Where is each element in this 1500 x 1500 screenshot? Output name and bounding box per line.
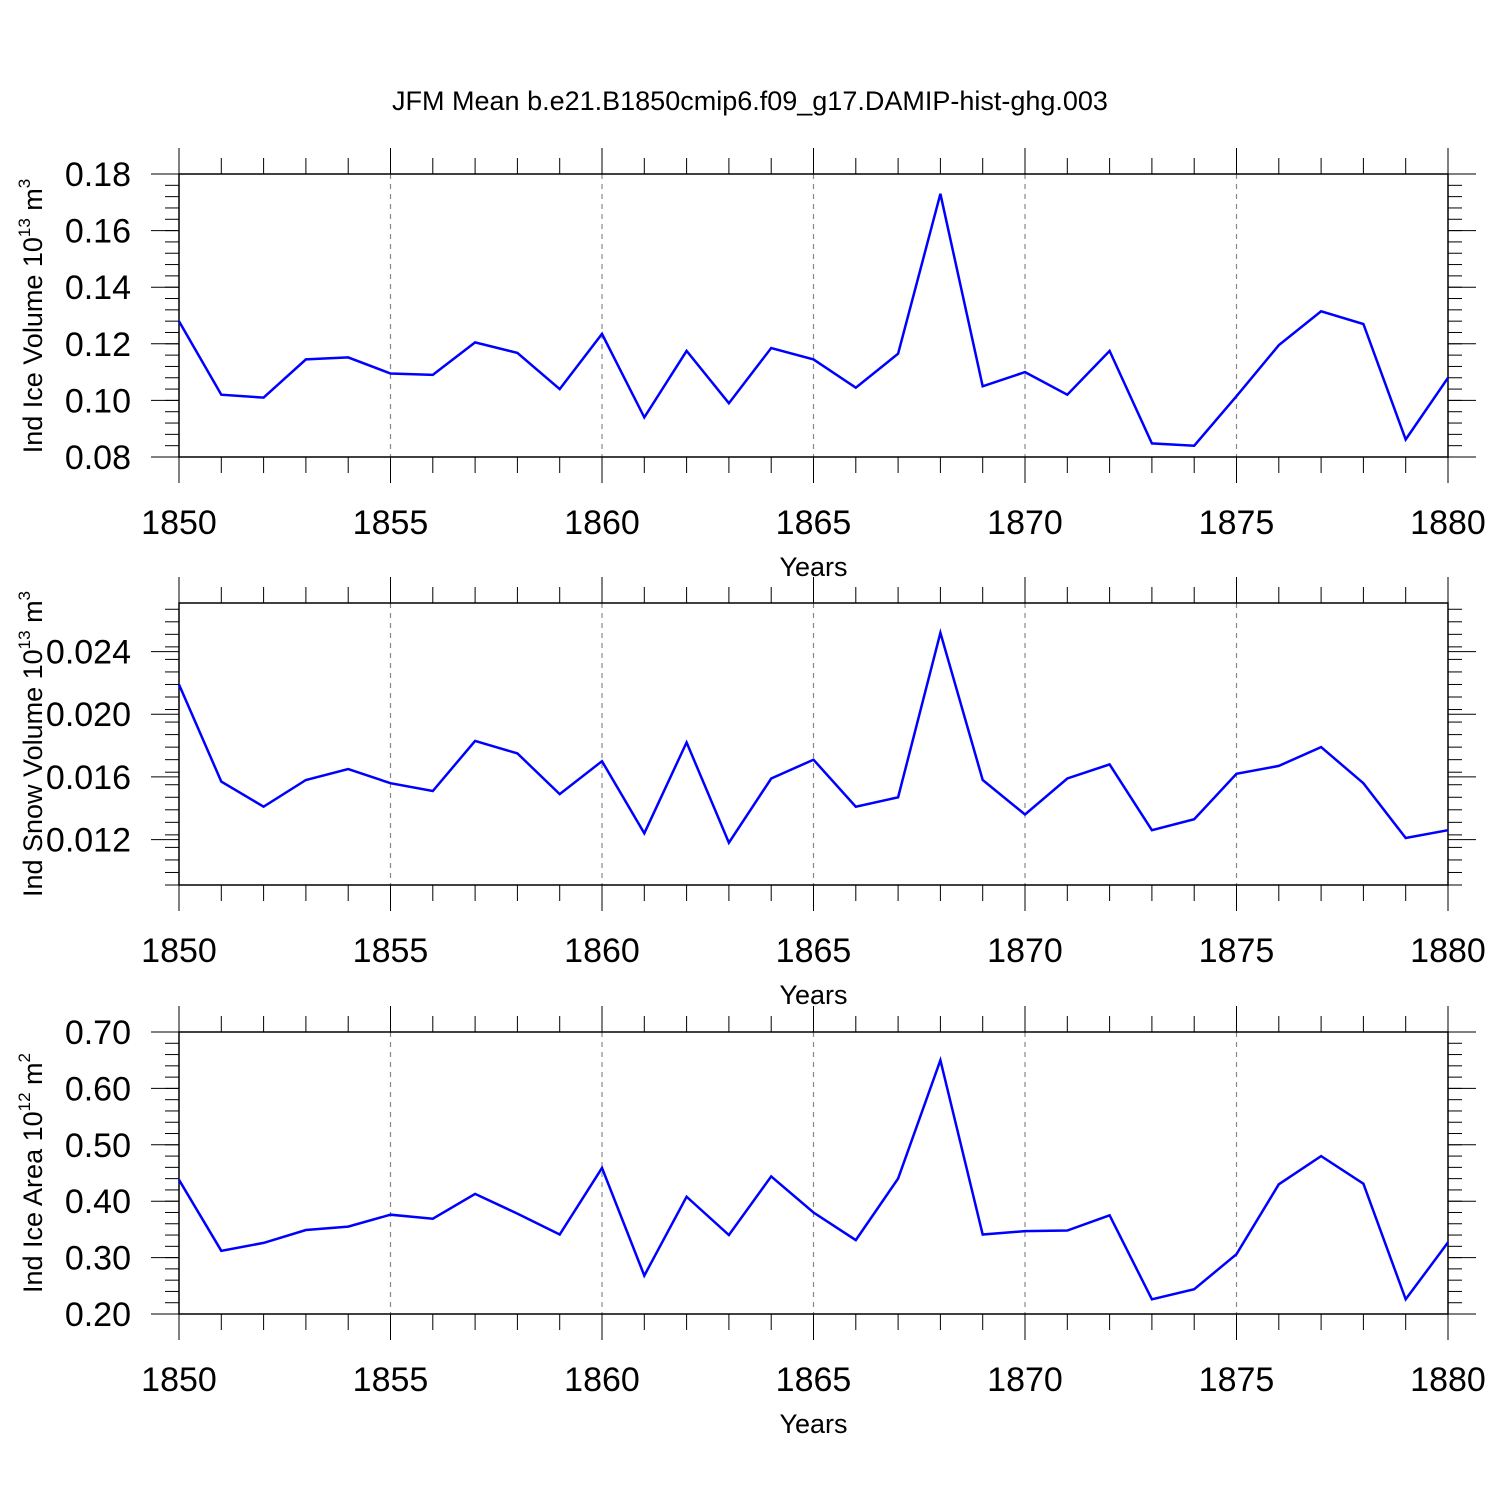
x-tick-label: 1865 (776, 504, 852, 542)
y-tick-label: 0.16 (65, 213, 131, 251)
series-line (177, 628, 1449, 846)
x-tick-label: 1860 (564, 504, 640, 542)
x-tick-label: 1870 (987, 504, 1063, 542)
x-tick-label: 1860 (564, 932, 640, 970)
y-tick-label: 0.40 (65, 1183, 131, 1221)
y-tick-label: 0.50 (65, 1127, 131, 1165)
y-tick-label: 0.08 (65, 439, 131, 477)
chart-title: JFM Mean b.e21.B1850cmip6.f09_g17.DAMIP-… (392, 86, 1108, 116)
x-tick-label: 1875 (1199, 932, 1275, 970)
y-axis-title: Ind Ice Area 1012 m2 (15, 1053, 48, 1293)
x-tick-label: 1870 (987, 1361, 1063, 1399)
y-tick-label: 0.012 (46, 822, 131, 860)
x-tick-label: 1855 (353, 504, 429, 542)
x-tick-label: 1855 (353, 932, 429, 970)
panel-3: 0.20 0.30 0.40 0.50 0.60 0.70 1850 1855 1860 1865… (15, 1006, 1486, 1439)
panel-2: 0.012 0.016 0.020 0.024 1850 1855 1860 1865 1870… (15, 577, 1486, 1010)
x-tick-label: 1855 (353, 1361, 429, 1399)
x-tick-label: 1850 (141, 932, 217, 970)
x-tick-label: 1880 (1410, 504, 1486, 542)
series-line (177, 193, 1450, 447)
y-tick-label: 0.016 (46, 759, 131, 797)
panel-1: 0.08 0.10 0.12 0.14 0.16 0.18 1850 1855 1860 1865… (15, 148, 1486, 582)
y-tick-label: 0.020 (46, 696, 131, 734)
x-tick-label: 1850 (141, 1361, 217, 1399)
x-axis-title: Years (779, 980, 847, 1010)
y-tick-label: 0.60 (65, 1070, 131, 1108)
x-tick-label: 1865 (776, 1361, 852, 1399)
x-tick-label: 1870 (987, 932, 1063, 970)
y-tick-label: 0.12 (65, 326, 131, 364)
panels: 0.08 0.10 0.12 0.14 0.16 0.18 1850 1855 1860 1865… (15, 148, 1486, 1439)
y-tick-label: 0.30 (65, 1240, 131, 1278)
x-tick-label: 1875 (1199, 1361, 1275, 1399)
y-axis-title: Ind Ice Volume 1013 m3 (15, 179, 48, 454)
y-tick-label: 0.10 (65, 382, 131, 420)
y-tick-label: 0.14 (65, 269, 131, 307)
series-line (177, 1055, 1450, 1302)
x-tick-label: 1875 (1199, 504, 1275, 542)
y-tick-label: 0.70 (65, 1014, 131, 1052)
x-tick-label: 1850 (141, 504, 217, 542)
y-tick-label: 0.024 (46, 634, 131, 672)
y-axis-title: Ind Snow Volume 1013 m3 (15, 591, 48, 897)
y-tick-label: 0.18 (65, 156, 131, 194)
x-tick-label: 1880 (1410, 1361, 1486, 1399)
x-axis-title: Years (779, 1409, 847, 1439)
x-tick-label: 1865 (776, 932, 852, 970)
x-tick-label: 1860 (564, 1361, 640, 1399)
y-tick-label: 0.20 (65, 1296, 131, 1334)
x-tick-label: 1880 (1410, 932, 1486, 970)
